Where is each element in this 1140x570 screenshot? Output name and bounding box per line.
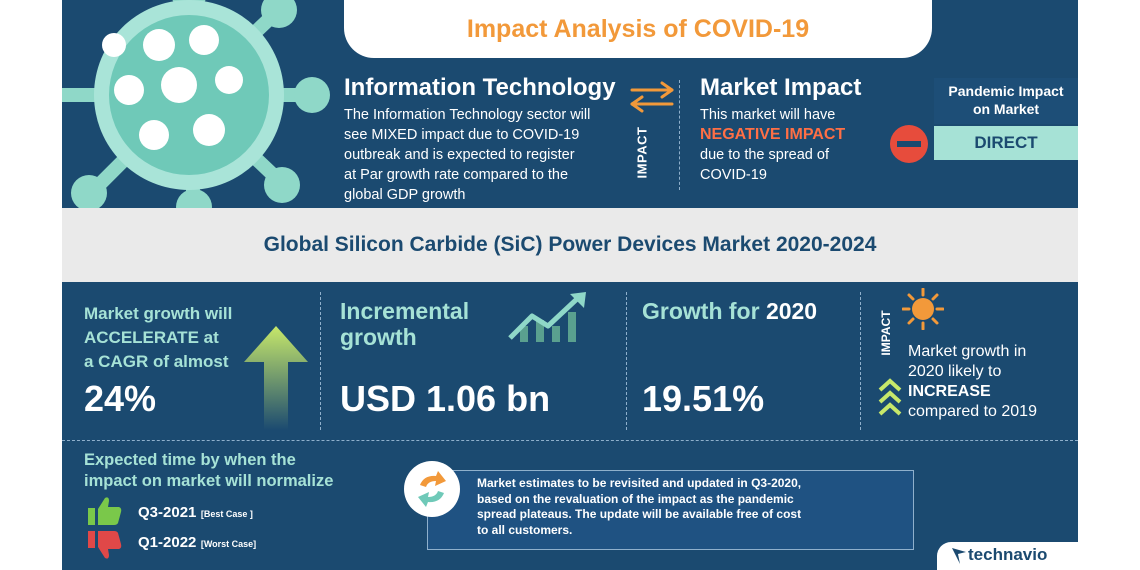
update-note-box bbox=[427, 470, 914, 550]
impact-line: compared to 2019 bbox=[908, 403, 1037, 420]
worst-case-label: Q1-2022 bbox=[138, 534, 197, 551]
cagr-line: ACCELERATE at bbox=[84, 328, 219, 347]
growth-year: 2020 bbox=[765, 298, 818, 324]
market-impact-title: Market Impact bbox=[700, 74, 862, 101]
cagr-line: Market growth will bbox=[84, 304, 233, 323]
thumbs-down-icon bbox=[88, 531, 122, 559]
technavio-logo-icon bbox=[952, 548, 966, 564]
pandemic-impact-label-1: Pandemic Impact bbox=[948, 83, 1064, 99]
update-note-text: Market estimates to be revisited and upd… bbox=[477, 476, 897, 538]
chevron-up-icon bbox=[878, 378, 902, 416]
brand-name: technavio bbox=[968, 545, 1048, 564]
note-line: Market estimates to be revisited and upd… bbox=[477, 476, 802, 490]
thumbs-up-icon bbox=[88, 497, 122, 525]
impact-label: IMPACT bbox=[634, 126, 650, 179]
increase-text: INCREASE bbox=[908, 383, 991, 400]
normalize-line: impact on market will normalize bbox=[84, 472, 334, 490]
market-impact-line: COVID-19 bbox=[700, 167, 767, 183]
divider bbox=[320, 292, 321, 430]
growth-value: 19.51% bbox=[642, 378, 765, 419]
best-case: Q3-2021 [Best Case ] bbox=[138, 504, 253, 522]
impact-vertical-label: IMPACT bbox=[632, 125, 652, 185]
impact-vertical-label-2: IMPACT bbox=[876, 306, 896, 366]
worst-case: Q1-2022 [Worst Case] bbox=[138, 534, 256, 552]
sector-line: see MIXED impact due to COVID-19 bbox=[344, 127, 580, 143]
note-line: spread plateaus. The update will be avai… bbox=[477, 507, 802, 521]
sector-line: outbreak and is expected to register bbox=[344, 147, 575, 163]
minus-bar bbox=[897, 141, 921, 147]
trend-chart-icon bbox=[508, 292, 586, 342]
cagr-line: a CAGR of almost bbox=[84, 352, 229, 371]
sector-title: Information Technology bbox=[344, 74, 616, 101]
divider bbox=[860, 292, 861, 430]
sector-line: The Information Technology sector will bbox=[344, 107, 591, 123]
divider bbox=[626, 292, 627, 430]
growth-label: Growth for bbox=[642, 298, 766, 324]
market-title-band: Global Silicon Carbide (SiC) Power Devic… bbox=[62, 208, 1078, 282]
incremental-value: USD 1.06 bn bbox=[340, 378, 551, 419]
best-case-note: [Best Case ] bbox=[200, 509, 253, 519]
sector-line: at Par growth rate compared to the bbox=[344, 167, 569, 183]
best-case-label: Q3-2021 bbox=[138, 504, 197, 521]
incremental-line: Incremental bbox=[340, 298, 470, 324]
note-line: based on the revaluation of the impact a… bbox=[477, 491, 794, 506]
impact-line: 2020 likely to bbox=[908, 363, 1002, 380]
note-line: to all customers. bbox=[477, 522, 573, 537]
refresh-icon bbox=[404, 461, 460, 517]
swap-arrows-icon bbox=[630, 81, 674, 113]
incremental-heading: Incremental growth bbox=[340, 298, 469, 350]
normalize-line: Expected time by when the bbox=[84, 451, 296, 469]
market-impact-text: This market will have NEGATIVE IMPACT du… bbox=[700, 105, 900, 185]
negative-impact-text: NEGATIVE IMPACT bbox=[700, 126, 846, 143]
sector-line: global GDP growth bbox=[344, 187, 466, 203]
sector-description: The Information Technology sector will s… bbox=[344, 105, 624, 205]
impact-label: IMPACT bbox=[879, 310, 893, 356]
brand-badge bbox=[937, 542, 1078, 570]
market-title: Global Silicon Carbide (SiC) Power Devic… bbox=[263, 233, 877, 256]
sun-icon bbox=[902, 288, 944, 330]
worst-case-note: [Worst Case] bbox=[200, 539, 257, 549]
incremental-line: growth bbox=[340, 324, 417, 350]
cagr-value: 24% bbox=[84, 378, 157, 419]
up-arrow-icon bbox=[244, 326, 308, 430]
market-impact-line: due to the spread of bbox=[700, 147, 829, 163]
infographic-card: Impact Analysis of COVID-19 Information … bbox=[62, 0, 1078, 570]
divider bbox=[62, 440, 1078, 441]
growth-heading: Growth for 2020 bbox=[642, 298, 817, 324]
cagr-description: Market growth will ACCELERATE at a CAGR … bbox=[84, 302, 284, 374]
pandemic-impact-box: Pandemic Impact on Market bbox=[934, 78, 1078, 124]
market-impact-line: This market will have bbox=[700, 107, 836, 123]
direct-badge: DIRECT bbox=[934, 126, 1078, 160]
page-title: Impact Analysis of COVID-19 bbox=[466, 15, 810, 43]
title-tab: Impact Analysis of COVID-19 bbox=[344, 0, 932, 58]
impact-increase-text: Market growth in 2020 likely to INCREASE… bbox=[908, 342, 1073, 422]
virus-icon bbox=[62, 0, 330, 225]
pandemic-impact-label-2: on Market bbox=[972, 101, 1040, 117]
divider bbox=[679, 80, 680, 190]
impact-line: Market growth in bbox=[908, 343, 1027, 360]
normalize-heading: Expected time by when the impact on mark… bbox=[84, 450, 384, 492]
direct-value: DIRECT bbox=[974, 133, 1038, 152]
